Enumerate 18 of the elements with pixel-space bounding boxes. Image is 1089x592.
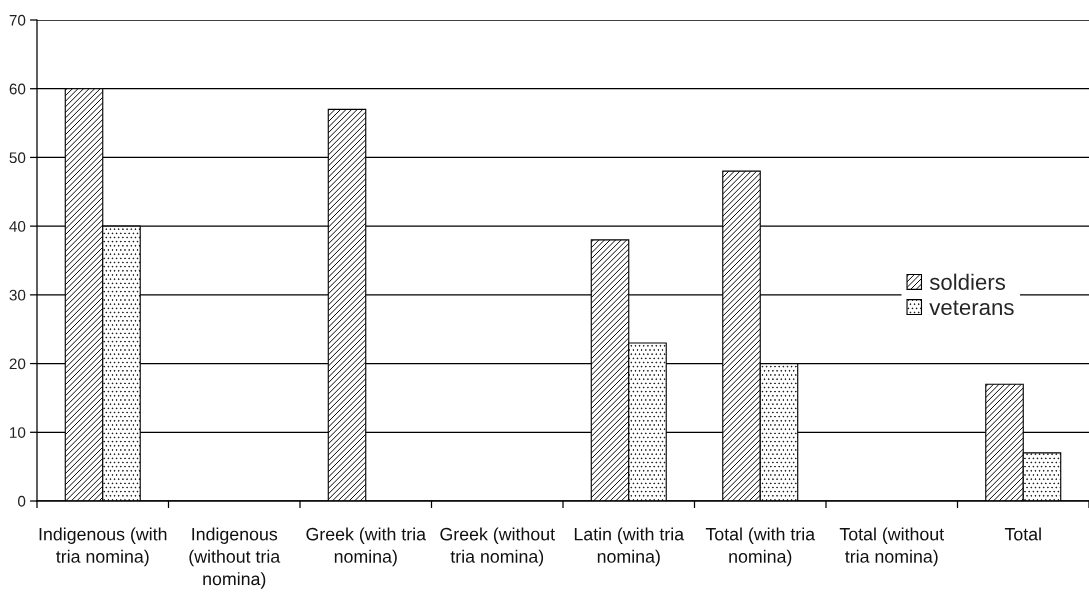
x-tick-label: Total (with tria nomina)	[705, 527, 816, 567]
y-tick-label: 60	[9, 83, 26, 95]
x-tick-label: Indigenous (without tria nomina)	[189, 527, 281, 589]
legend-label: soldiers	[929, 273, 1006, 290]
y-tick-label: 50	[9, 152, 26, 164]
x-tick-label: Greek (with tria nomina)	[306, 527, 427, 567]
x-tick-label: Total	[1004, 527, 1041, 541]
legend-label: veterans	[929, 300, 1014, 316]
y-tick-label: 20	[9, 358, 26, 370]
y-tick-label: 70	[9, 14, 26, 26]
x-tick-label: Total (without tria nomina)	[839, 527, 944, 567]
y-tick-label: 30	[9, 289, 26, 301]
x-tick-label: Greek (without tria nomina)	[440, 527, 555, 567]
x-tick-label: Latin (with tria nomina)	[574, 527, 685, 567]
y-tick-label: 40	[9, 221, 26, 232]
y-tick-label: 0	[17, 495, 26, 507]
x-tick-label: Indigenous (with tria nomina)	[39, 527, 167, 567]
y-tick-label: 10	[10, 427, 26, 438]
